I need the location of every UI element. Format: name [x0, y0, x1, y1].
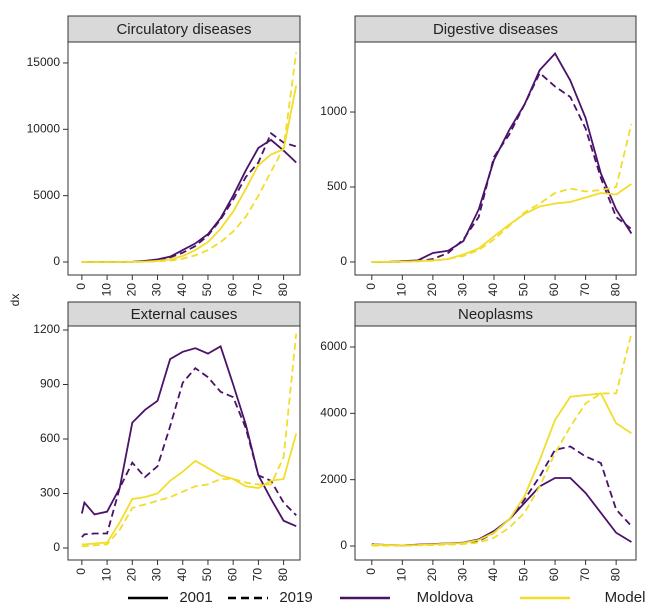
panel-strip — [354, 15, 637, 43]
x-tick-label: 0 — [364, 568, 378, 575]
y-tick-label: 900 — [40, 377, 60, 391]
panel-title: External causes — [131, 306, 238, 323]
x-tick-label: 40 — [486, 568, 500, 582]
y-tick-label: 15000 — [27, 55, 61, 69]
x-tick-label: 80 — [276, 568, 290, 582]
plot-area — [67, 325, 301, 561]
x-tick-label: 10 — [99, 283, 113, 297]
series-line — [371, 123, 633, 263]
legend-label: 2019 — [279, 589, 312, 606]
legend-label: 2001 — [179, 589, 212, 606]
series-line — [371, 71, 632, 263]
y-tick-label: 4000 — [320, 406, 347, 420]
panel-title: Digestive diseases — [433, 21, 558, 38]
x-tick-label: 20 — [425, 283, 439, 297]
series-line — [81, 52, 298, 263]
x-tick-label: 20 — [124, 283, 138, 297]
panel-title: Circulatory diseases — [116, 21, 251, 38]
x-tick-label: 30 — [150, 568, 164, 582]
x-tick-label: 60 — [225, 283, 239, 297]
y-tick-label: 2000 — [320, 472, 347, 486]
x-tick-label: 70 — [578, 568, 592, 582]
panel-title: Neoplasms — [458, 306, 533, 323]
plot-area — [67, 41, 301, 276]
x-tick-label: 50 — [200, 568, 214, 582]
x-tick-label: 80 — [276, 283, 290, 297]
y-tick-label: 6000 — [320, 339, 347, 353]
x-tick-label: 10 — [99, 568, 113, 582]
x-tick-label: 50 — [517, 283, 531, 297]
x-tick-label: 20 — [124, 568, 138, 582]
legend-label: Moldova — [417, 589, 474, 606]
series-line — [81, 333, 298, 548]
panel-strip — [354, 301, 637, 327]
x-tick-label: 70 — [251, 568, 265, 582]
series-line — [371, 183, 632, 263]
x-tick-label: 80 — [608, 283, 622, 297]
y-tick-label: 0 — [340, 254, 347, 268]
x-tick-label: 10 — [395, 283, 409, 297]
x-tick-label: 0 — [364, 283, 378, 290]
series-line — [371, 392, 632, 547]
x-tick-label: 10 — [395, 568, 409, 582]
y-tick-label: 5000 — [33, 188, 60, 202]
y-tick-label: 10000 — [27, 121, 61, 135]
x-tick-label: 50 — [200, 283, 214, 297]
x-tick-label: 20 — [425, 568, 439, 582]
y-tick-label: 0 — [340, 538, 347, 552]
legend-label: Model — [605, 589, 646, 606]
plot-area — [354, 325, 637, 561]
y-tick-label: 600 — [40, 431, 60, 445]
series-line — [81, 366, 297, 538]
y-tick-label: 0 — [53, 540, 60, 554]
x-tick-label: 40 — [486, 283, 500, 297]
x-tick-label: 60 — [547, 568, 561, 582]
x-tick-label: 80 — [608, 568, 622, 582]
x-tick-label: 30 — [150, 283, 164, 297]
y-axis-label: dx — [8, 294, 22, 307]
x-tick-label: 60 — [225, 568, 239, 582]
x-tick-label: 30 — [456, 568, 470, 582]
x-tick-label: 60 — [547, 283, 561, 297]
x-tick-label: 70 — [251, 283, 265, 297]
x-tick-label: 0 — [74, 283, 88, 290]
y-tick-label: 0 — [53, 254, 60, 268]
series-line — [81, 433, 298, 546]
x-tick-label: 50 — [517, 568, 531, 582]
x-tick-label: 0 — [74, 568, 88, 575]
x-tick-label: 40 — [175, 283, 189, 297]
x-tick-label: 30 — [456, 283, 470, 297]
y-tick-label: 1200 — [33, 322, 60, 336]
panel-strip — [67, 301, 301, 327]
y-tick-label: 500 — [327, 179, 347, 193]
x-tick-label: 40 — [175, 568, 189, 582]
y-tick-label: 300 — [40, 486, 60, 500]
series-line — [371, 333, 633, 547]
x-tick-label: 70 — [578, 283, 592, 297]
panel-strip — [67, 15, 301, 43]
y-tick-label: 1000 — [320, 104, 347, 118]
